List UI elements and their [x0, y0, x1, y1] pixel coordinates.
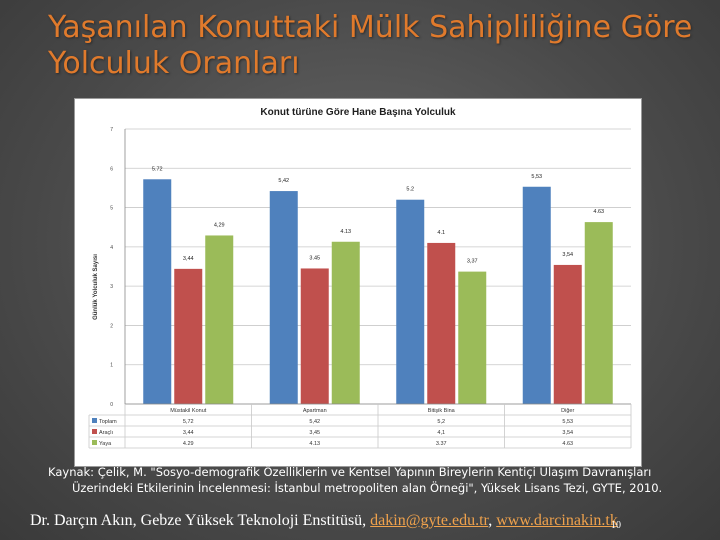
footer: Dr. Darçın Akın, Gebze Yüksek Teknoloji … [30, 512, 710, 530]
data-label: 5.2 [406, 187, 414, 193]
bar [553, 264, 582, 404]
table-cell: 3.37 [436, 441, 447, 447]
page-number: 10 [611, 520, 621, 531]
data-label: 3.45 [309, 255, 320, 261]
footer-email-link[interactable]: dakin@gyte.edu.tr [370, 512, 489, 529]
table-cell: 5,2 [437, 419, 445, 425]
data-label: 4.63 [593, 209, 604, 215]
legend-swatch [92, 429, 97, 434]
table-cell: 4.29 [183, 441, 194, 447]
bar [174, 268, 203, 404]
bar-chart: Konut türüne Göre Hane Başına Yolculuk G… [88, 107, 632, 449]
category-label: Diğer [561, 408, 574, 414]
y-tick-label: 7 [110, 127, 113, 133]
data-label: 5,53 [531, 174, 542, 180]
legend-label: Toplam [99, 419, 117, 425]
data-label: 4.1 [437, 230, 445, 236]
footer-website-link[interactable]: www.darcinakin.tk [496, 512, 618, 529]
table-cell: 4.63 [562, 441, 573, 447]
table-cell: 5,53 [562, 419, 573, 425]
category-label: Apartman [303, 408, 327, 414]
source-citation: Kaynak: Çelik, M. "Sosyo-demografik Özel… [48, 464, 698, 496]
bar [396, 199, 425, 404]
chart-panel: Konut türüne Göre Hane Başına Yolculuk G… [74, 98, 642, 467]
bar [427, 242, 456, 404]
y-axis-label: Günlük Yolculuk Sayısı [93, 254, 99, 320]
footer-separator: , [488, 512, 497, 529]
y-tick-label: 3 [110, 284, 113, 290]
table-cell: 4.13 [309, 441, 320, 447]
bar [584, 222, 613, 404]
data-label: 5.72 [152, 166, 163, 172]
source-line-2: Üzerindeki Etkilerinin İncelenmesi: İsta… [72, 481, 663, 495]
y-tick-label: 1 [110, 363, 113, 369]
data-label: 4.13 [340, 229, 351, 235]
y-tick-label: 5 [110, 206, 113, 212]
table-cell: 3,44 [183, 430, 194, 436]
y-tick-label: 6 [110, 166, 113, 172]
bar [269, 191, 298, 404]
table-cell: 5,72 [183, 419, 194, 425]
source-line-1: Kaynak: Çelik, M. "Sosyo-demografik Özel… [48, 465, 652, 479]
legend-label: Yaya [99, 441, 112, 447]
bar [205, 235, 234, 404]
bar [458, 271, 487, 404]
y-tick-label: 0 [110, 402, 113, 408]
bar [300, 268, 329, 404]
table-cell: 3,54 [562, 430, 573, 436]
data-label: 3,44 [183, 256, 194, 262]
y-tick-label: 4 [110, 245, 113, 251]
table-cell: 5,42 [309, 419, 320, 425]
bar [143, 179, 172, 404]
data-label: 4,29 [214, 222, 225, 228]
y-tick-label: 2 [110, 323, 113, 329]
legend-swatch [92, 440, 97, 445]
category-label: Bitişik Bina [428, 408, 456, 414]
table-cell: 4,1 [437, 430, 445, 436]
data-label: 3,54 [562, 252, 573, 258]
category-label: Müstakil Konut [170, 408, 207, 414]
footer-author: Dr. Darçın Akın, Gebze Yüksek Teknoloji … [30, 512, 371, 529]
slide-title: Yaşanılan Konuttaki Mülk Sahipliliğine G… [48, 10, 693, 81]
legend-swatch [92, 418, 97, 423]
bar [331, 241, 360, 404]
bar [522, 186, 551, 404]
data-label: 3,37 [467, 259, 478, 265]
chart-title: Konut türüne Göre Hane Başına Yolculuk [260, 107, 456, 118]
data-label: 5,42 [278, 178, 289, 184]
legend-label: Araçlı [99, 430, 113, 436]
table-cell: 3,45 [309, 430, 320, 436]
